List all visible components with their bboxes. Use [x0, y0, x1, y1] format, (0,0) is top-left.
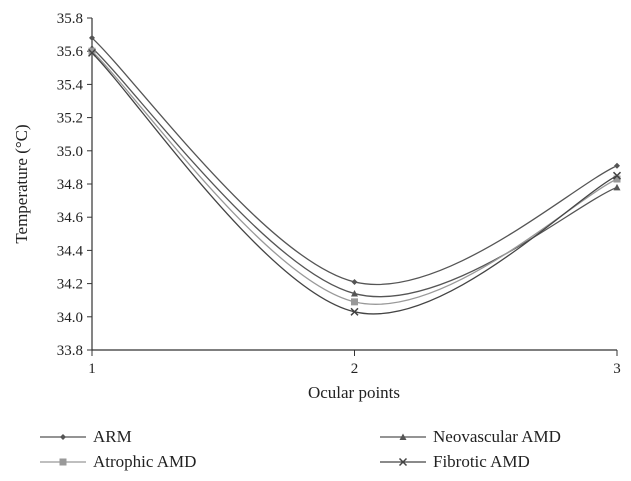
y-tick-label: 35.2 — [57, 111, 83, 127]
y-ticks: 33.8 34.0 34.2 34.4 34.6 34.8 35.0 35.2 35.4 35.6… — [57, 11, 92, 359]
legend-marker — [59, 458, 67, 466]
y-tick-label: 34.6 — [57, 210, 84, 226]
data-point-arm — [614, 162, 620, 169]
y-tick-label: 33.8 — [57, 343, 83, 359]
legend-label: Neovascular AMD — [433, 427, 561, 446]
legend-label: Fibrotic AMD — [433, 452, 530, 471]
data-point-atrophic-amd — [351, 298, 358, 306]
series-line-atrophic-amd — [91, 50, 618, 305]
legend-marker — [399, 433, 407, 440]
y-tick-label: 35.0 — [57, 144, 83, 160]
legend-label: ARM — [93, 427, 132, 446]
y-tick-label: 34.0 — [57, 310, 83, 326]
y-tick-label: 34.4 — [57, 243, 84, 259]
data-point-neovascular-amd — [613, 183, 621, 191]
data-point-atrophic-amd — [613, 175, 621, 183]
series-line-arm — [91, 37, 618, 285]
data-point-arm — [351, 278, 358, 285]
legend-marker — [60, 434, 66, 440]
data-point-fibrotic-amd — [87, 48, 97, 57]
x-tick-label: 2 — [351, 361, 359, 377]
x-tick-label: 1 — [88, 361, 96, 377]
legend-marker — [398, 457, 408, 467]
data-point-arm — [89, 34, 95, 41]
x-axis-title: Ocular points — [308, 383, 400, 402]
y-tick-label: 35.6 — [57, 44, 84, 60]
x-tick-label: 3 — [613, 361, 621, 377]
y-tick-label: 35.8 — [57, 11, 83, 27]
y-axis-title: Temperature (°C) — [12, 124, 31, 243]
x-ticks: 1 2 3 — [88, 350, 621, 377]
legend-label: Atrophic AMD — [93, 452, 196, 471]
y-tick-label: 34.2 — [57, 277, 83, 293]
series-group — [87, 34, 622, 316]
legend: ARM Neovascular AMD Atrophic AMD Fibrotic A… — [40, 427, 561, 471]
data-point-fibrotic-amd — [350, 307, 359, 316]
series-line-neovascular-amd — [91, 47, 618, 298]
series-line-fibrotic-amd — [91, 52, 618, 315]
data-point-neovascular-amd — [351, 290, 358, 297]
y-tick-label: 34.8 — [57, 177, 83, 193]
data-point-fibrotic-amd — [612, 171, 622, 180]
legend-item-atrophic-amd: Atrophic AMD — [40, 452, 196, 471]
y-tick-label: 35.4 — [57, 77, 84, 93]
data-point-atrophic-amd — [88, 47, 96, 55]
legend-item-neovascular-amd: Neovascular AMD — [380, 427, 561, 446]
legend-item-arm: ARM — [40, 427, 132, 446]
legend-item-fibrotic-amd: Fibrotic AMD — [380, 452, 530, 471]
